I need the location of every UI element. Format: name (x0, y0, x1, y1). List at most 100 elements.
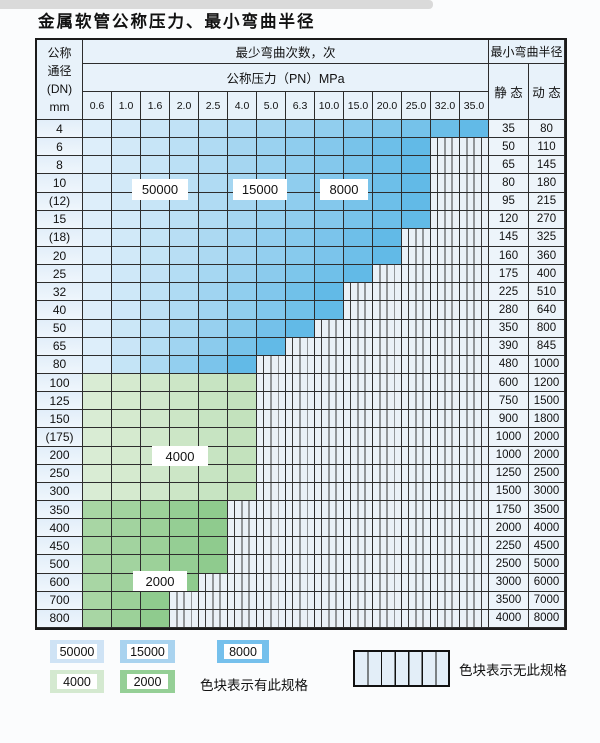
spec-cell (402, 138, 431, 157)
no-spec-cell (373, 265, 402, 284)
spec-cell (199, 246, 228, 266)
no-spec-cell (228, 500, 257, 520)
no-spec-cell (431, 246, 460, 266)
spec-cell (170, 464, 199, 483)
no-spec-cell (402, 446, 431, 465)
spec-cell (112, 301, 141, 320)
dynamic-radius-cell: 8000 (529, 609, 565, 628)
no-spec-cell (373, 537, 402, 556)
pressure-tick: 5.0 (257, 92, 286, 120)
no-spec-cell (460, 156, 489, 175)
no-spec-cell (431, 228, 460, 247)
spec-cell (141, 265, 170, 284)
no-spec-cell (402, 392, 431, 411)
spec-cell (199, 373, 228, 393)
no-spec-cell (402, 609, 431, 628)
no-spec-cell (402, 319, 431, 338)
spec-cell (228, 410, 257, 429)
spec-cell (112, 392, 141, 411)
dn-cell: 300 (37, 482, 83, 501)
dn-cell: 600 (37, 573, 83, 592)
no-spec-cell (315, 319, 344, 338)
no-spec-cell (344, 591, 373, 610)
no-spec-cell (460, 500, 489, 520)
no-spec-cell (460, 174, 489, 193)
static-radius-cell: 65 (489, 156, 529, 175)
no-spec-cell (431, 301, 460, 320)
no-spec-cell (373, 301, 402, 320)
spec-cell (83, 373, 112, 393)
no-spec-cell (460, 410, 489, 429)
static-radius-cell: 35 (489, 120, 529, 139)
legend-swatch-value: 2000 (127, 674, 168, 689)
static-radius-cell: 4000 (489, 609, 529, 628)
dynamic-radius-cell: 800 (529, 319, 565, 338)
spec-cell (402, 120, 431, 139)
no-spec-cell (402, 428, 431, 447)
spec-cell (83, 464, 112, 483)
no-spec-cell (344, 500, 373, 520)
spec-cell (141, 428, 170, 447)
spec-cell (83, 246, 112, 266)
spec-cell (199, 301, 228, 320)
spec-cell (170, 210, 199, 229)
dynamic-radius-cell: 4500 (529, 537, 565, 556)
spec-cell (228, 337, 257, 356)
spec-cell (83, 120, 112, 139)
no-spec-cell (431, 392, 460, 411)
no-spec-cell (460, 555, 489, 574)
spec-cell (112, 464, 141, 483)
static-radius-cell: 225 (489, 283, 529, 302)
dn-cell: 80 (37, 355, 83, 374)
legend-absent-label: 色块表示无此规格 (459, 662, 567, 678)
dn-cell: (12) (37, 192, 83, 211)
spec-cell (112, 138, 141, 157)
spec-cell (141, 246, 170, 266)
spec-cell (112, 120, 141, 139)
spec-cell (344, 228, 373, 247)
no-spec-cell (460, 428, 489, 447)
dynamic-radius-cell: 4000 (529, 519, 565, 538)
scan-artifact-strip (0, 0, 433, 9)
spec-cell (170, 482, 199, 501)
dynamic-radius-cell: 180 (529, 174, 565, 193)
spec-cell (141, 609, 170, 628)
spec-cell (83, 337, 112, 356)
no-spec-cell (344, 428, 373, 447)
no-spec-cell (199, 573, 228, 592)
no-spec-cell (460, 355, 489, 374)
no-spec-cell (402, 228, 431, 247)
dn-cell: 400 (37, 519, 83, 538)
no-spec-cell (286, 446, 315, 465)
spec-cell (83, 301, 112, 320)
no-spec-cell (402, 410, 431, 429)
no-spec-cell (315, 464, 344, 483)
static-radius-cell: 1750 (489, 500, 529, 520)
no-spec-cell (286, 392, 315, 411)
no-spec-cell (315, 573, 344, 592)
no-spec-cell (315, 519, 344, 538)
dynamic-radius-cell: 3500 (529, 500, 565, 520)
no-spec-cell (431, 609, 460, 628)
spec-cell (199, 555, 228, 574)
no-spec-cell (373, 591, 402, 610)
legend-swatch-value: 50000 (57, 644, 97, 659)
no-spec-cell (431, 464, 460, 483)
spec-cell (315, 120, 344, 139)
spec-cell (141, 464, 170, 483)
legend-swatch-4000: 4000 (50, 670, 104, 693)
no-spec-cell (315, 446, 344, 465)
spec-cell (141, 500, 170, 520)
spec-cell (199, 228, 228, 247)
spec-cell (286, 319, 315, 338)
legend-swatch-8000: 8000 (217, 640, 269, 663)
spec-cell (286, 174, 315, 193)
dynamic-radius-cell: 1000 (529, 355, 565, 374)
static-radius-cell: 600 (489, 373, 529, 393)
spec-cell (170, 265, 199, 284)
legend-swatch-50000: 50000 (50, 640, 104, 663)
no-spec-cell (431, 446, 460, 465)
no-spec-cell (257, 609, 286, 628)
spec-cell (228, 446, 257, 465)
dn-cell: 450 (37, 537, 83, 556)
